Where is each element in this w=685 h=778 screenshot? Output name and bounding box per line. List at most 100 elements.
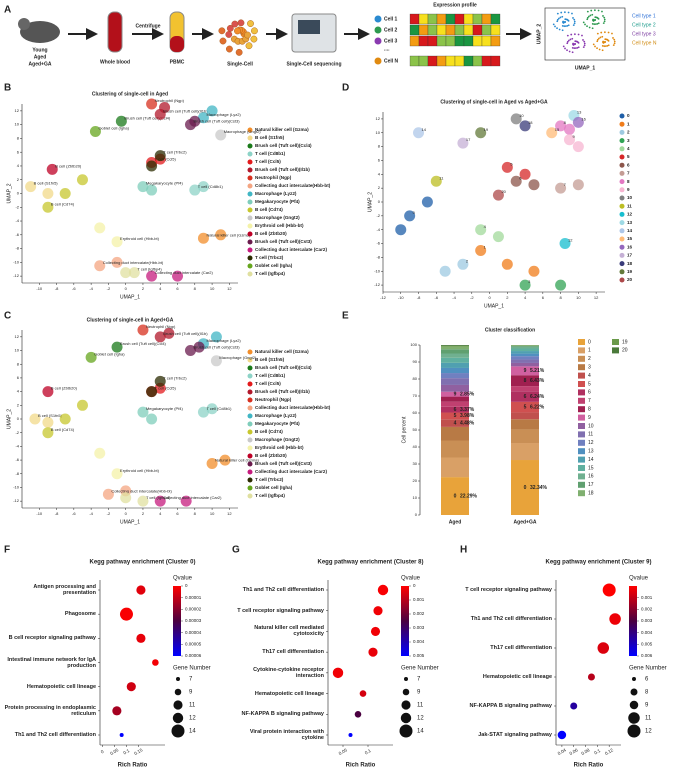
value-label: 6.24% (530, 394, 545, 400)
y-tick-label: 4 (17, 389, 20, 394)
legend-marker (247, 413, 253, 419)
cluster-label: 4 (484, 224, 487, 229)
y-axis-label: UMAP_2 (6, 409, 12, 429)
cluster-label: Collecting duct intercalate(Hbb-bt) (103, 260, 164, 265)
mini-dot (582, 46, 585, 49)
cluster-label: T cell (Ccl5) (155, 386, 177, 391)
cluster-points (510, 175, 522, 187)
legend-marker (247, 151, 253, 157)
x-tick-label: 12 (227, 286, 232, 291)
legend-label: 14 (627, 228, 633, 233)
mini-dot (582, 39, 584, 41)
bubble (557, 730, 567, 740)
cluster-points (163, 327, 175, 339)
legend-marker (247, 231, 253, 237)
mini-dot (563, 11, 566, 14)
mini-dot (607, 39, 610, 42)
y-tick-label: 6 (378, 158, 381, 163)
mini-dot (596, 38, 599, 41)
cluster-points (219, 454, 231, 466)
heat-cell (463, 13, 474, 25)
size-legend-marker (629, 700, 639, 710)
legend-label: Megakaryocyte (Pf4) (255, 199, 300, 204)
mini-dot (572, 24, 575, 27)
x-tick-label: -10 (36, 511, 43, 516)
mini-dot (556, 12, 559, 15)
mini-dot (569, 38, 572, 41)
bar-segment (511, 366, 539, 376)
colorbar-title: Qvalue (629, 576, 649, 582)
workflow: Young Aged Aged+GA Whole blood Centrifug… (18, 2, 657, 71)
category-label: Intestinal immune network for IgA produc… (7, 656, 96, 669)
y-tick-label: -8 (376, 254, 380, 259)
mini-dot (571, 46, 574, 49)
bar-segment (511, 359, 539, 363)
legend-marker (247, 421, 253, 427)
mini-dot (563, 25, 566, 28)
legend-marker (578, 456, 585, 463)
category-label: Viral protein interaction with cytokine (249, 729, 324, 741)
mini-umap-frame (544, 7, 626, 61)
heat-cell (463, 35, 474, 47)
cell-type-label: Cell type 2 (632, 22, 656, 28)
cluster-label: 8 (564, 120, 567, 125)
colorbar-label: 0.002 (413, 611, 425, 616)
mini-dot (594, 45, 596, 48)
mini-dot (601, 44, 604, 47)
cell-icon (235, 48, 243, 56)
bar-segment (511, 362, 539, 367)
mini-dot (567, 39, 570, 42)
cluster-points (206, 458, 218, 469)
bar-segment (441, 412, 469, 420)
legend-marker (619, 162, 625, 168)
cluster-label: 1 (484, 245, 487, 250)
x-tick-label: 0.1 (122, 748, 130, 756)
pbmc-tube-bottom (170, 36, 184, 52)
heat-cell (427, 24, 438, 36)
cluster-label: B cell (Cd74) (51, 201, 75, 206)
mini-dot (573, 22, 576, 25)
cluster-label: 13 (577, 110, 582, 115)
mini-dot (607, 44, 610, 47)
mini-dot (571, 12, 573, 15)
bar-segment (441, 349, 469, 354)
y-tick-label: 8 (378, 144, 381, 149)
cluster-points (519, 168, 531, 180)
legend-marker (247, 127, 253, 133)
mini-dot (567, 19, 570, 22)
legend-label: 11 (588, 432, 593, 438)
mini-dot (559, 16, 562, 19)
cell-icon (225, 31, 233, 38)
cluster-points (42, 386, 54, 398)
legend-label: B cell (S1fn5) (255, 357, 285, 362)
cluster-label: 10 (519, 113, 524, 118)
legend-marker (247, 215, 253, 221)
cell-cluster (218, 19, 258, 56)
legend-marker (619, 154, 625, 160)
legend-marker (578, 355, 585, 362)
legend-label: T cell (Trbc2) (255, 477, 284, 482)
mini-dot (600, 31, 603, 34)
chart-title: Clustering of single-cell in Aged (92, 91, 168, 97)
legend-marker (247, 263, 253, 269)
mini-dot (566, 42, 569, 45)
y-tick-label: -6 (376, 241, 380, 246)
legend-marker (619, 269, 625, 275)
cluster-points (189, 115, 201, 127)
x-tick-label: 0.08 (580, 747, 591, 756)
mini-dot (573, 18, 576, 21)
cluster-points (42, 201, 54, 213)
x-tick-label: -6 (434, 295, 438, 300)
mini-dot (592, 18, 595, 21)
mini-dot (564, 25, 567, 28)
cluster-points (457, 258, 469, 270)
mini-dot (602, 22, 605, 25)
legend-label: Macrophage (Lyz2) (255, 413, 297, 418)
mini-dot (598, 48, 601, 51)
cluster-points (559, 238, 571, 250)
cluster-points (42, 188, 54, 199)
colorbar (401, 586, 409, 656)
mouse-icon (20, 21, 60, 43)
panel-letter: C (4, 311, 11, 322)
